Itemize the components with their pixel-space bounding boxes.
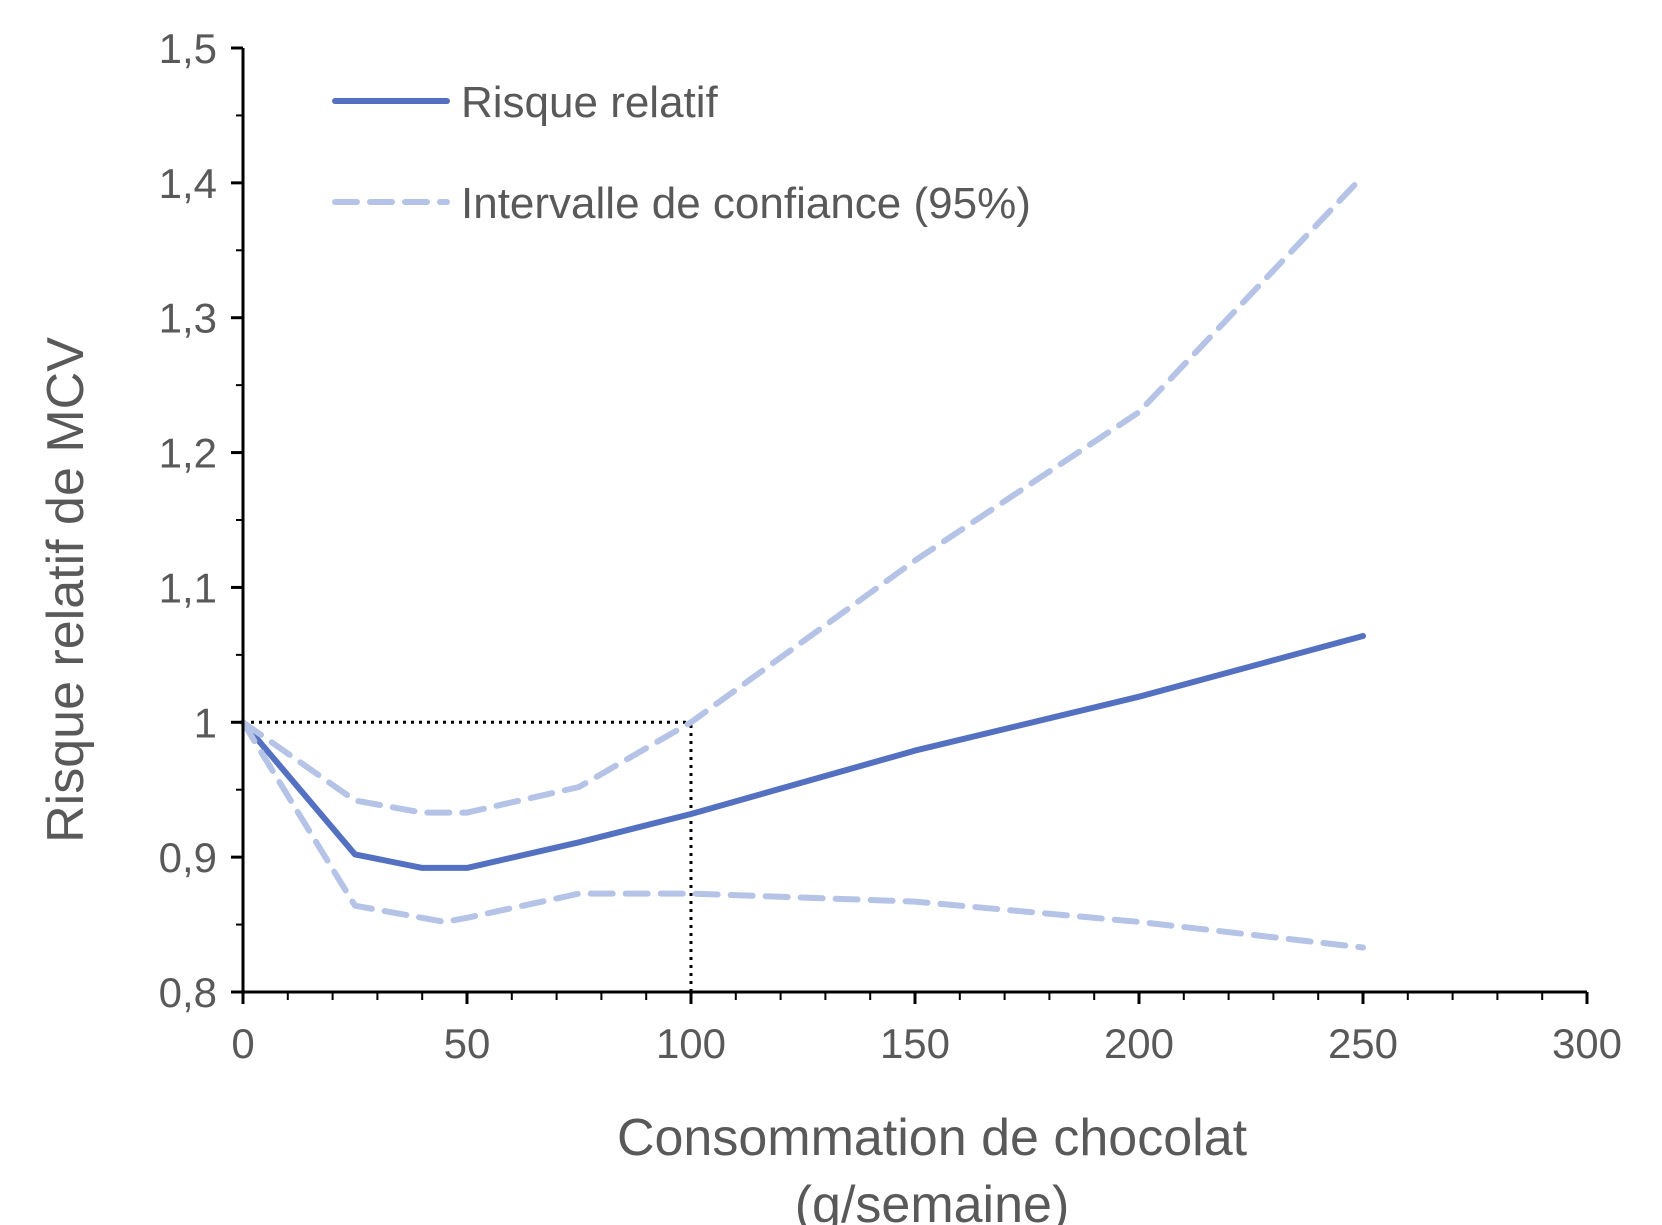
y-tick-label: 1,3	[159, 295, 217, 342]
x-tick-label: 100	[656, 1020, 726, 1067]
y-tick-label: 0,9	[159, 834, 217, 881]
x-tick-label: 0	[231, 1020, 254, 1067]
reference-lines	[243, 720, 693, 992]
y-tick-label: 1,4	[159, 160, 217, 207]
y-axis-title: Risque relatif de MCV	[37, 337, 95, 843]
series-line-2	[240, 719, 1366, 951]
y-tick-label: 1	[194, 699, 217, 746]
y-tick-label: 1,2	[159, 430, 217, 477]
y-tick-label: 1,5	[159, 25, 217, 72]
x-tick-label: 250	[1328, 1020, 1398, 1067]
y-tick-label: 0,8	[159, 969, 217, 1016]
series-line-1	[240, 173, 1366, 816]
x-tick-label: 150	[880, 1020, 950, 1067]
y-tick-labels: 0,8 0,9 1 1,1 1,2 1,3 1,4 1,5	[159, 25, 217, 1016]
legend-label-intervalle-de-confiance: Intervalle de confiance (95%)	[461, 179, 1031, 228]
x-axis-title-line-1: Consommation de chocolat	[617, 1109, 1248, 1167]
series-line-0	[240, 633, 1366, 871]
legend-label-risque-relatif: Risque relatif	[461, 78, 719, 127]
x-axis-title-line-2: (g/semaine)	[795, 1176, 1070, 1225]
x-tick-labels: 0 50 100 150 200 250 300	[231, 1020, 1622, 1067]
series-layer	[240, 173, 1366, 951]
x-tick-label: 300	[1552, 1020, 1622, 1067]
y-tick-label: 1,1	[159, 564, 217, 611]
x-tick-label: 50	[444, 1020, 491, 1067]
axes	[231, 46, 1589, 1004]
x-tick-label: 200	[1104, 1020, 1174, 1067]
legend: Risque relatif Intervalle de confiance (…	[332, 78, 1031, 228]
